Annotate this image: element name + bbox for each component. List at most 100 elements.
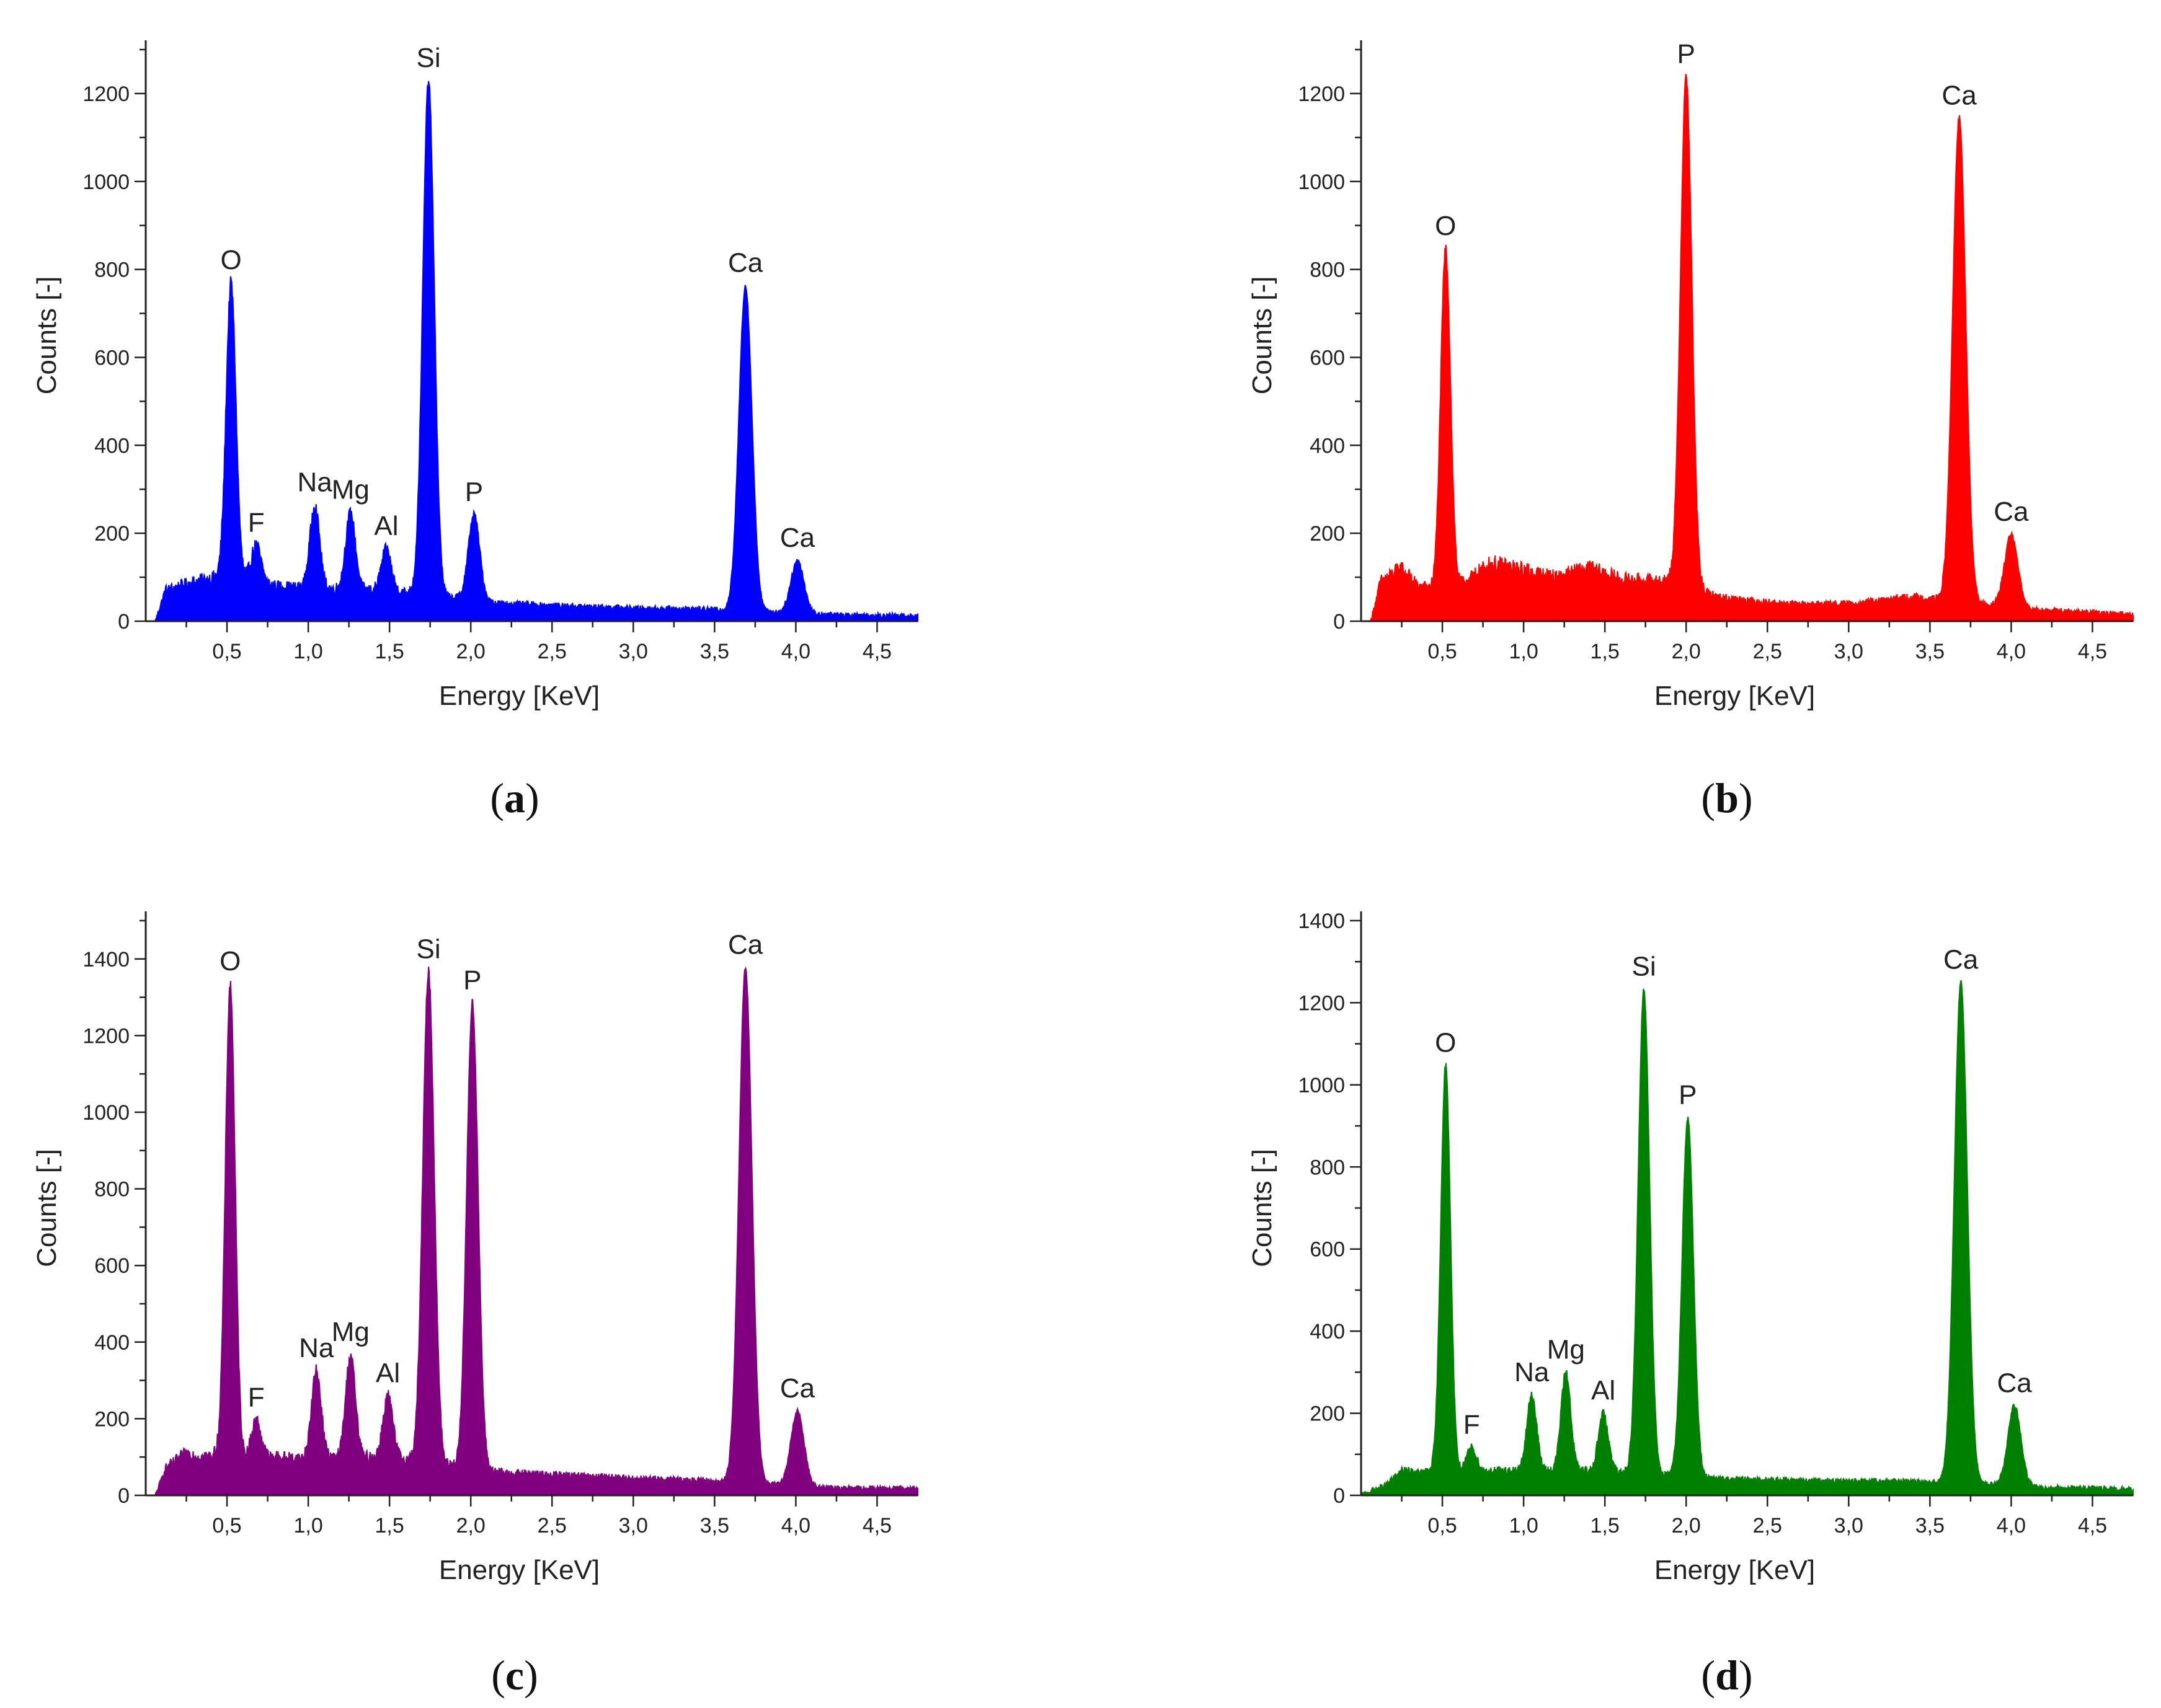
y-tick-label: 1000 bbox=[1298, 1074, 1345, 1097]
y-tick-label: 200 bbox=[94, 1407, 130, 1431]
y-tick-label: 800 bbox=[1310, 1156, 1345, 1179]
peak-label-ca: Ca bbox=[1994, 497, 2029, 527]
peak-label-f: F bbox=[248, 507, 265, 538]
peak-label-ca: Ca bbox=[780, 523, 815, 553]
peak-label-ca: Ca bbox=[728, 930, 763, 960]
spectrum-series bbox=[1361, 74, 2134, 622]
panel-caption: (c) bbox=[491, 1652, 538, 1699]
y-tick-label: 1000 bbox=[1298, 170, 1345, 194]
peak-label-ca: Ca bbox=[780, 1373, 815, 1404]
y-tick-label: 400 bbox=[94, 434, 130, 458]
x-tick-label: 3,0 bbox=[1834, 1514, 1863, 1538]
x-tick-label: 2,5 bbox=[1753, 640, 1782, 663]
y-tick-label: 1400 bbox=[1298, 909, 1345, 933]
y-tick-label: 800 bbox=[1310, 259, 1345, 282]
x-tick-label: 4,5 bbox=[863, 640, 892, 663]
peak-label-o: O bbox=[1435, 1027, 1456, 1058]
peak-label-p: P bbox=[1677, 39, 1695, 69]
x-axis-title: Energy [KeV] bbox=[439, 681, 600, 711]
x-tick-label: 4,5 bbox=[2078, 640, 2107, 663]
y-tick-label: 1200 bbox=[82, 82, 130, 106]
peak-label-o: O bbox=[1435, 211, 1456, 241]
x-tick-label: 1,0 bbox=[1509, 640, 1538, 663]
x-tick-label: 0,5 bbox=[1427, 1514, 1457, 1538]
x-tick-label: 2,0 bbox=[1672, 1514, 1701, 1538]
peak-label-na: Na bbox=[1514, 1357, 1550, 1387]
x-tick-label: 1,5 bbox=[375, 640, 404, 663]
y-tick-label: 200 bbox=[1310, 522, 1345, 546]
y-tick-label: 0 bbox=[1333, 610, 1345, 634]
x-tick-label: 3,0 bbox=[619, 1514, 648, 1538]
peak-label-al: Al bbox=[374, 511, 398, 541]
x-tick-label: 4,5 bbox=[2078, 1514, 2107, 1538]
peak-label-ca: Ca bbox=[1941, 80, 1977, 110]
y-tick-label: 0 bbox=[1333, 1484, 1345, 1508]
panel-caption: (d) bbox=[1701, 1652, 1752, 1699]
y-tick-label: 400 bbox=[1310, 1320, 1345, 1343]
x-tick-label: 3,0 bbox=[1834, 640, 1863, 663]
peak-label-si: Si bbox=[1632, 951, 1656, 981]
x-tick-label: 4,0 bbox=[781, 640, 810, 663]
y-tick-label: 1200 bbox=[1298, 991, 1345, 1015]
y-tick-label: 0 bbox=[118, 1484, 130, 1508]
x-tick-label: 0,5 bbox=[212, 1514, 241, 1538]
y-tick-label: 800 bbox=[94, 1178, 130, 1201]
x-tick-label: 2,5 bbox=[538, 1514, 567, 1538]
peak-label-p: P bbox=[463, 965, 481, 995]
y-tick-label: 1400 bbox=[82, 948, 130, 971]
x-tick-label: 3,5 bbox=[1915, 1514, 1945, 1538]
y-tick-label: 800 bbox=[94, 259, 130, 282]
y-axis-title: Counts [-] bbox=[32, 277, 62, 395]
peak-label-al: Al bbox=[1591, 1376, 1615, 1406]
chart-panel-b: 0 200 400 600 800 1000 1200 0,5 1,0 1,5 2,0 2,5 3,0 3… bbox=[1247, 39, 2134, 821]
y-tick-label: 1200 bbox=[82, 1024, 130, 1048]
peak-label-al: Al bbox=[376, 1358, 400, 1388]
y-tick-label: 1000 bbox=[82, 170, 130, 194]
x-tick-label: 1,5 bbox=[1591, 1514, 1620, 1538]
y-tick-label: 600 bbox=[1310, 346, 1345, 369]
x-tick-label: 1,0 bbox=[1509, 1514, 1538, 1538]
peak-label-mg: Mg bbox=[332, 475, 370, 505]
x-axis-title: Energy [KeV] bbox=[439, 1555, 600, 1585]
x-tick-label: 1,0 bbox=[293, 1514, 322, 1538]
chart-panel-a: 0 200 400 600 800 1000 1200 0,5 1,0 1,5 2,0 2,5 3,0 3… bbox=[32, 40, 918, 821]
chart-panel-c: 0 200 400 600 800 1000 1200 1400 0,5 1,0 1,5 2,0 2,5… bbox=[32, 911, 918, 1699]
x-tick-label: 4,0 bbox=[1997, 640, 2026, 663]
x-tick-label: 2,5 bbox=[538, 640, 567, 663]
y-tick-label: 600 bbox=[94, 1254, 130, 1278]
x-tick-label: 2,5 bbox=[1753, 1514, 1782, 1538]
x-tick-label: 1,5 bbox=[1591, 640, 1620, 663]
x-tick-label: 4,5 bbox=[863, 1514, 892, 1538]
x-axis-title: Energy [KeV] bbox=[1654, 1555, 1815, 1585]
spectrum-series bbox=[146, 966, 918, 1496]
y-tick-label: 600 bbox=[94, 346, 130, 369]
peak-label-si: Si bbox=[417, 43, 441, 73]
y-tick-label: 600 bbox=[1310, 1238, 1345, 1262]
y-tick-label: 200 bbox=[1310, 1402, 1345, 1426]
peak-label-f: F bbox=[1463, 1410, 1480, 1440]
peak-label-o: O bbox=[220, 245, 241, 275]
x-tick-label: 2,0 bbox=[456, 640, 486, 663]
spectrum-series bbox=[1360, 980, 2134, 1497]
x-tick-label: 3,5 bbox=[700, 1514, 729, 1538]
x-tick-label: 4,0 bbox=[781, 1514, 810, 1538]
x-tick-label: 1,5 bbox=[375, 1514, 404, 1538]
y-axis-title: Counts [-] bbox=[32, 1149, 62, 1267]
peak-label-o: O bbox=[220, 946, 241, 976]
peak-label-f: F bbox=[248, 1382, 265, 1412]
x-tick-label: 3,5 bbox=[1915, 640, 1945, 663]
peak-label-mg: Mg bbox=[332, 1317, 370, 1347]
peak-label-ca: Ca bbox=[728, 248, 763, 278]
y-tick-label: 1000 bbox=[82, 1101, 130, 1125]
peak-label-mg: Mg bbox=[1547, 1334, 1585, 1365]
panel-caption: (b) bbox=[1701, 774, 1752, 821]
y-axis-title: Counts [-] bbox=[1247, 277, 1277, 395]
y-axis-title: Counts [-] bbox=[1247, 1149, 1277, 1267]
panel-caption: (a) bbox=[490, 774, 539, 821]
x-tick-label: 2,0 bbox=[456, 1514, 486, 1538]
peak-label-p: P bbox=[1679, 1080, 1697, 1110]
y-tick-label: 0 bbox=[118, 610, 130, 634]
y-tick-label: 400 bbox=[1310, 434, 1345, 458]
peak-label-ca: Ca bbox=[1943, 945, 1979, 975]
